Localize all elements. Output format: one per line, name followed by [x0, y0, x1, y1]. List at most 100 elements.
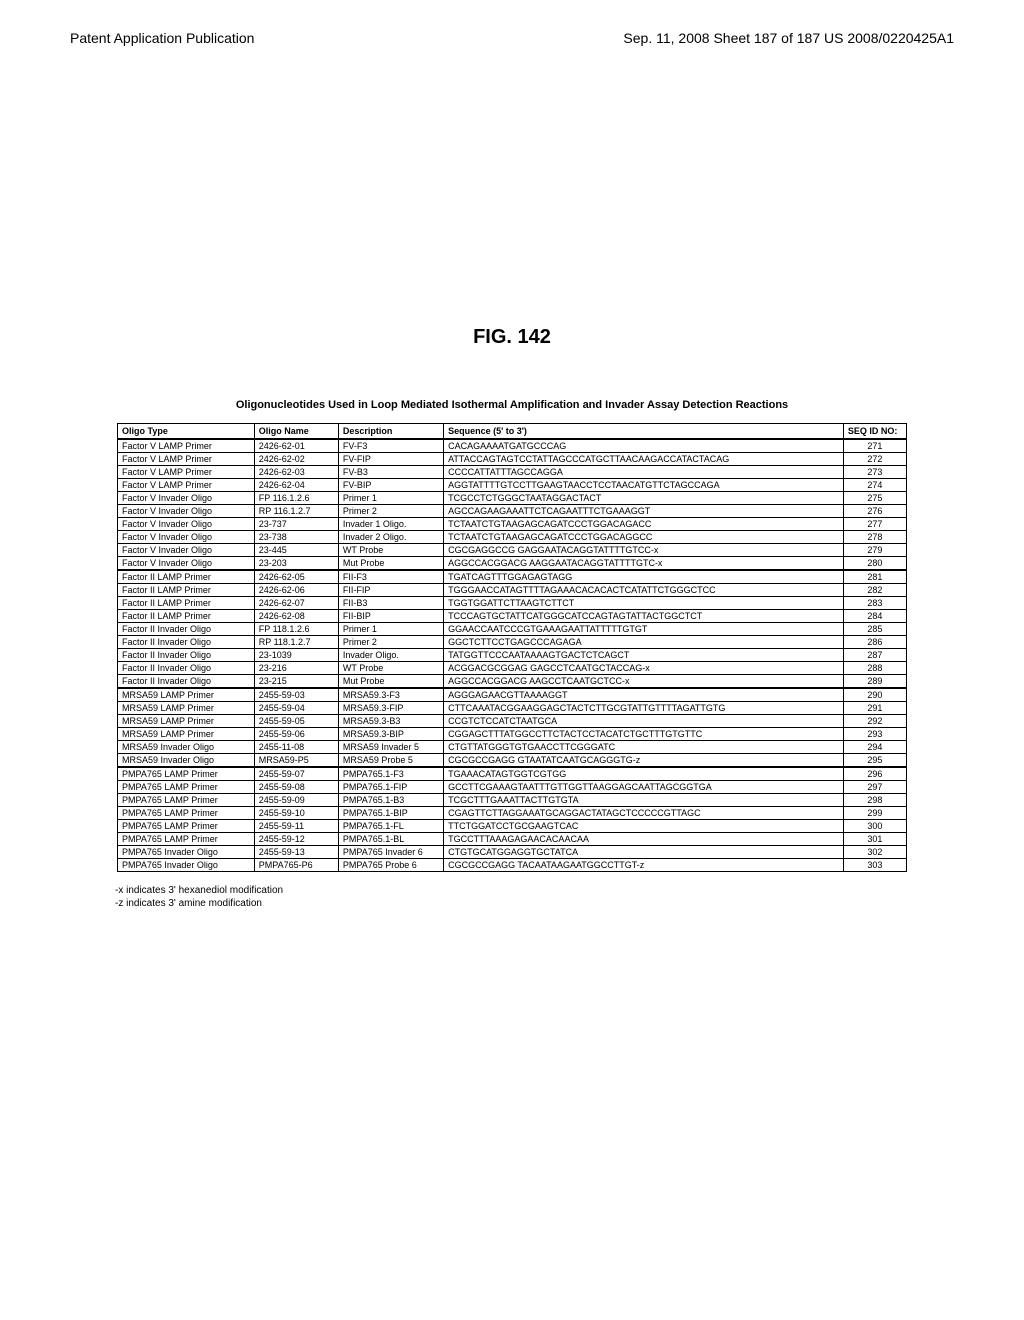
cell-seqid: 296: [843, 767, 906, 781]
cell-name: 23-445: [254, 544, 338, 557]
table-row: MRSA59 Invader Oligo2455-11-08MRSA59 Inv…: [118, 741, 907, 754]
table-body: Factor V LAMP Primer2426-62-01FV-F3CACAG…: [118, 439, 907, 872]
cell-name: 23-215: [254, 675, 338, 689]
cell-name: 2426-62-05: [254, 570, 338, 584]
cell-seq: TGGTGGATTCTTAAGTCTTCT: [444, 597, 844, 610]
cell-name: 2455-59-06: [254, 728, 338, 741]
cell-name: FP 116.1.2.6: [254, 492, 338, 505]
cell-seq: ATTACCAGTAGTCCTATTAGCCCATGCTTAACAAGACCAT…: [444, 453, 844, 466]
cell-seq: TTCTGGATCCTGCGAAGTCAC: [444, 820, 844, 833]
cell-name: 23-737: [254, 518, 338, 531]
col-header-type: Oligo Type: [118, 424, 255, 440]
table-caption: Oligonucleotides Used in Loop Mediated I…: [0, 399, 1024, 411]
table-row: PMPA765 LAMP Primer2455-59-09PMPA765.1-B…: [118, 794, 907, 807]
table-row: Factor V LAMP Primer2426-62-03FV-B3CCCCA…: [118, 466, 907, 479]
footnotes: -x indicates 3' hexanediol modification …: [115, 884, 1024, 910]
col-header-seqid: SEQ ID NO:: [843, 424, 906, 440]
figure-label: FIG. 142: [0, 326, 1024, 349]
footnote-z: -z indicates 3' amine modification: [115, 897, 1024, 910]
oligo-table: Oligo Type Oligo Name Description Sequen…: [117, 423, 907, 872]
cell-type: PMPA765 Invader Oligo: [118, 846, 255, 859]
cell-type: Factor V LAMP Primer: [118, 439, 255, 453]
table-row: MRSA59 LAMP Primer2455-59-06MRSA59.3-BIP…: [118, 728, 907, 741]
cell-seq: TGAAACATAGTGGTCGTGG: [444, 767, 844, 781]
cell-type: PMPA765 Invader Oligo: [118, 859, 255, 872]
cell-seq: CTGTTATGGGTGTGAACCTTCGGGATC: [444, 741, 844, 754]
cell-name: 2426-62-07: [254, 597, 338, 610]
cell-type: PMPA765 LAMP Primer: [118, 807, 255, 820]
cell-desc: PMPA765.1-B3: [338, 794, 443, 807]
cell-desc: WT Probe: [338, 662, 443, 675]
cell-name: 23-1039: [254, 649, 338, 662]
table-row: MRSA59 LAMP Primer2455-59-05MRSA59.3-B3C…: [118, 715, 907, 728]
cell-seq: TCTAATCTGTAAGAGCAGATCCCTGGACAGGCC: [444, 531, 844, 544]
cell-name: 2455-59-03: [254, 688, 338, 702]
cell-desc: PMPA765 Probe 6: [338, 859, 443, 872]
cell-seq: AGGGAGAACGTTAAAAGGT: [444, 688, 844, 702]
cell-seq: CTTCAAATACGGAAGGAGCTACTCTTGCGTATTGTTTTAG…: [444, 702, 844, 715]
table-row: PMPA765 LAMP Primer2455-59-07PMPA765.1-F…: [118, 767, 907, 781]
cell-type: Factor II Invader Oligo: [118, 649, 255, 662]
cell-type: MRSA59 LAMP Primer: [118, 688, 255, 702]
cell-seq: TCCCAGTGCTATTCATGGGCATCCAGTAGTATTACTGGCT…: [444, 610, 844, 623]
cell-seqid: 297: [843, 781, 906, 794]
cell-name: MRSA59-P5: [254, 754, 338, 768]
cell-name: 2455-59-10: [254, 807, 338, 820]
cell-seqid: 299: [843, 807, 906, 820]
cell-seqid: 303: [843, 859, 906, 872]
cell-seqid: 275: [843, 492, 906, 505]
cell-type: Factor II LAMP Primer: [118, 570, 255, 584]
cell-name: 2455-59-05: [254, 715, 338, 728]
cell-type: PMPA765 LAMP Primer: [118, 833, 255, 846]
table-row: PMPA765 LAMP Primer2455-59-10PMPA765.1-B…: [118, 807, 907, 820]
col-header-name: Oligo Name: [254, 424, 338, 440]
cell-seq: AGGTATTTTGTCCTTGAAGTAACCTCCTAACATGTTCTAG…: [444, 479, 844, 492]
cell-type: Factor II Invader Oligo: [118, 662, 255, 675]
header-left: Patent Application Publication: [70, 30, 254, 46]
cell-desc: FV-F3: [338, 439, 443, 453]
cell-desc: FII-B3: [338, 597, 443, 610]
table-row: Factor V Invader Oligo23-203Mut ProbeAGG…: [118, 557, 907, 571]
cell-type: Factor V Invader Oligo: [118, 505, 255, 518]
cell-desc: Primer 1: [338, 623, 443, 636]
cell-desc: MRSA59 Probe 5: [338, 754, 443, 768]
cell-type: Factor V LAMP Primer: [118, 466, 255, 479]
cell-seqid: 289: [843, 675, 906, 689]
header-right: Sep. 11, 2008 Sheet 187 of 187 US 2008/0…: [623, 30, 954, 46]
cell-seq: TGATCAGTTTGGAGAGTAGG: [444, 570, 844, 584]
cell-desc: FII-FIP: [338, 584, 443, 597]
cell-seqid: 279: [843, 544, 906, 557]
cell-type: Factor V Invader Oligo: [118, 492, 255, 505]
cell-name: 2426-62-02: [254, 453, 338, 466]
cell-desc: MRSA59.3-FIP: [338, 702, 443, 715]
cell-desc: FV-BIP: [338, 479, 443, 492]
table-row: Factor II Invader OligoFP 118.1.2.6Prime…: [118, 623, 907, 636]
table-row: PMPA765 LAMP Primer2455-59-12PMPA765.1-B…: [118, 833, 907, 846]
cell-desc: MRSA59.3-F3: [338, 688, 443, 702]
col-header-desc: Description: [338, 424, 443, 440]
cell-seqid: 302: [843, 846, 906, 859]
cell-type: MRSA59 Invader Oligo: [118, 754, 255, 768]
cell-name: 2455-59-08: [254, 781, 338, 794]
cell-seqid: 291: [843, 702, 906, 715]
cell-type: MRSA59 LAMP Primer: [118, 728, 255, 741]
cell-seq: TCTAATCTGTAAGAGCAGATCCCTGGACAGACC: [444, 518, 844, 531]
cell-type: PMPA765 LAMP Primer: [118, 781, 255, 794]
table-row: Factor II LAMP Primer2426-62-06FII-FIPTG…: [118, 584, 907, 597]
cell-type: PMPA765 LAMP Primer: [118, 794, 255, 807]
cell-name: PMPA765-P6: [254, 859, 338, 872]
cell-desc: Invader 1 Oligo.: [338, 518, 443, 531]
cell-seqid: 271: [843, 439, 906, 453]
cell-seq: CCGTCTCCATCTAATGCA: [444, 715, 844, 728]
table-row: Factor V LAMP Primer2426-62-04FV-BIPAGGT…: [118, 479, 907, 492]
cell-type: Factor V Invader Oligo: [118, 531, 255, 544]
cell-seqid: 300: [843, 820, 906, 833]
cell-desc: Invader Oligo.: [338, 649, 443, 662]
cell-desc: Primer 2: [338, 505, 443, 518]
cell-type: Factor V LAMP Primer: [118, 479, 255, 492]
cell-seqid: 292: [843, 715, 906, 728]
table-row: PMPA765 LAMP Primer2455-59-08PMPA765.1-F…: [118, 781, 907, 794]
table-row: Factor V Invader Oligo23-738Invader 2 Ol…: [118, 531, 907, 544]
cell-name: 2426-62-06: [254, 584, 338, 597]
cell-desc: FII-F3: [338, 570, 443, 584]
